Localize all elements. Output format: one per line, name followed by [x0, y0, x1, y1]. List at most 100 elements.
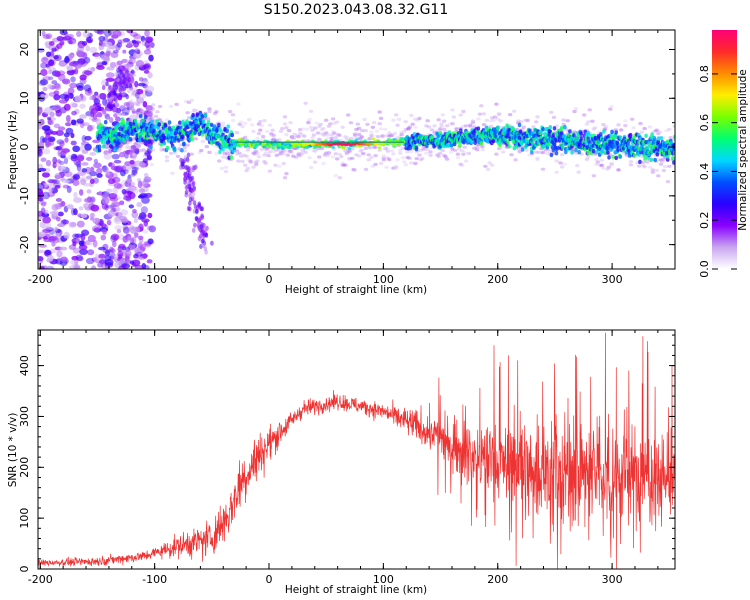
spectrogram-cell: [86, 125, 93, 132]
spectrogram-cell: [496, 112, 502, 116]
spectrogram-cell: [75, 160, 82, 168]
spectrogram-cell: [394, 113, 399, 117]
spectrogram-cell: [52, 182, 61, 187]
spectrogram-cell: [605, 167, 610, 171]
spectrogram-cell: [103, 56, 110, 62]
spectrogram-cell: [81, 162, 89, 166]
spectrogram-cell: [190, 110, 196, 114]
spectrogram-cell: [184, 189, 189, 195]
snr-panel: -200 -100 0 100 200 300 0 100 200 300 400 Height o…: [7, 329, 676, 596]
spectrogram-cell: [330, 130, 336, 134]
spectrogram-cell: [655, 152, 660, 157]
spectrogram-cell: [363, 146, 369, 151]
spectrogram-cell: [186, 175, 190, 181]
spectrogram-cell: [151, 148, 156, 152]
spectrogram-cell: [85, 257, 95, 265]
spectrogram-cell: [234, 131, 240, 135]
spectrogram-cell: [378, 127, 384, 131]
spectrogram-cell: [144, 192, 153, 199]
spectrogram-cell: [85, 111, 93, 117]
spectrogram-cell: [539, 151, 544, 155]
spectrogram-cell: [129, 57, 136, 64]
spectrogram-cell: [128, 137, 133, 142]
spectrogram-cell: [57, 126, 66, 131]
spectrogram-cell: [258, 120, 263, 124]
spectrogram-cell: [131, 166, 138, 174]
spectrogram-cell: [630, 117, 635, 121]
spectrogram-cell: [100, 139, 105, 145]
spectrogram-cell: [201, 229, 206, 235]
spectrogram-cell: [168, 151, 174, 155]
spectrogram-cell: [551, 115, 557, 119]
spectrogram-cell: [263, 151, 268, 155]
spectrogram-cell: [406, 126, 411, 130]
spectrogram-cell: [170, 171, 175, 175]
spectrogram-cell: [175, 154, 181, 158]
spectrogram-cell: [115, 196, 121, 200]
spectrogram-cell: [255, 151, 260, 156]
spectrogram-cell: [128, 83, 133, 88]
spectrogram-cell: [86, 175, 92, 180]
spectrogram-cell: [241, 153, 247, 157]
spectrogram-cell: [665, 180, 671, 184]
spectrogram-cell: [407, 156, 413, 160]
spectrogram-cell: [116, 228, 122, 234]
spectrogram-cell: [252, 150, 257, 154]
spectrogram-cell: [138, 110, 144, 114]
spectrogram-cell: [417, 148, 422, 153]
spectrogram-cell: [197, 151, 203, 155]
spectrogram-cell: [85, 241, 93, 246]
spectrogram-cell: [136, 145, 141, 149]
spectrogram-cell: [477, 145, 483, 149]
spectrogram-cell: [650, 168, 655, 172]
spectrogram-cell: [381, 158, 386, 162]
spectrogram-cell: [123, 102, 131, 107]
spectrogram-cell: [490, 163, 495, 167]
spectrogram-cell: [428, 153, 433, 157]
spectrogram-cell: [76, 164, 82, 172]
spectrogram-cell: [657, 157, 662, 161]
spectrogram-cell: [365, 122, 370, 126]
spectrogram-cell: [53, 55, 59, 60]
spectrogram-cell: [325, 153, 330, 158]
spectrogram-cell: [395, 136, 400, 140]
spectrogram-cell: [243, 121, 248, 125]
spectrogram-cell: [103, 152, 112, 160]
spectrogram-cell: [135, 91, 140, 99]
spectrogram-cell: [477, 112, 483, 116]
spectrogram-cell: [129, 104, 135, 111]
spectrogram-cell: [65, 122, 72, 127]
spectrogram-cell: [129, 159, 135, 165]
spectrogram-cell: [131, 236, 137, 244]
spectrogram-cell: [564, 149, 568, 155]
spectrogram-cell: [42, 228, 51, 234]
spectrogram-cell: [79, 144, 86, 152]
spectrogram-cell: [230, 113, 236, 117]
spectrogram-cell: [437, 128, 443, 132]
spectrogram-cell: [39, 118, 45, 126]
spectrogram-cell: [638, 121, 643, 126]
spectrogram-cell: [38, 231, 46, 238]
spectrogram-cell: [575, 164, 580, 168]
spectrogram-cell: [535, 158, 540, 162]
spectrogram-cell: [129, 260, 135, 265]
spectrogram-cell: [330, 117, 336, 121]
spectrogram-cell: [193, 204, 198, 210]
spectrogram-cell: [254, 162, 259, 167]
spectrogram-ytick-label: 10: [18, 91, 31, 105]
spectrogram-cell: [159, 148, 164, 152]
spectrogram-cell: [337, 176, 343, 180]
spectrogram-cell: [286, 129, 292, 133]
spectrogram-cell: [425, 147, 430, 152]
spectrogram-cell: [193, 137, 198, 141]
spectrogram-cell: [639, 130, 644, 134]
spectrogram-cell: [256, 132, 262, 136]
spectrogram-cell: [398, 151, 403, 155]
spectrogram-cell: [41, 125, 51, 131]
spectrogram-cell: [45, 222, 52, 230]
spectrogram-cell: [324, 151, 329, 155]
spectrogram-cell: [229, 155, 234, 160]
spectrogram-cell: [189, 152, 194, 156]
spectrogram-cell: [303, 101, 308, 105]
spectrogram-cell: [201, 119, 206, 124]
